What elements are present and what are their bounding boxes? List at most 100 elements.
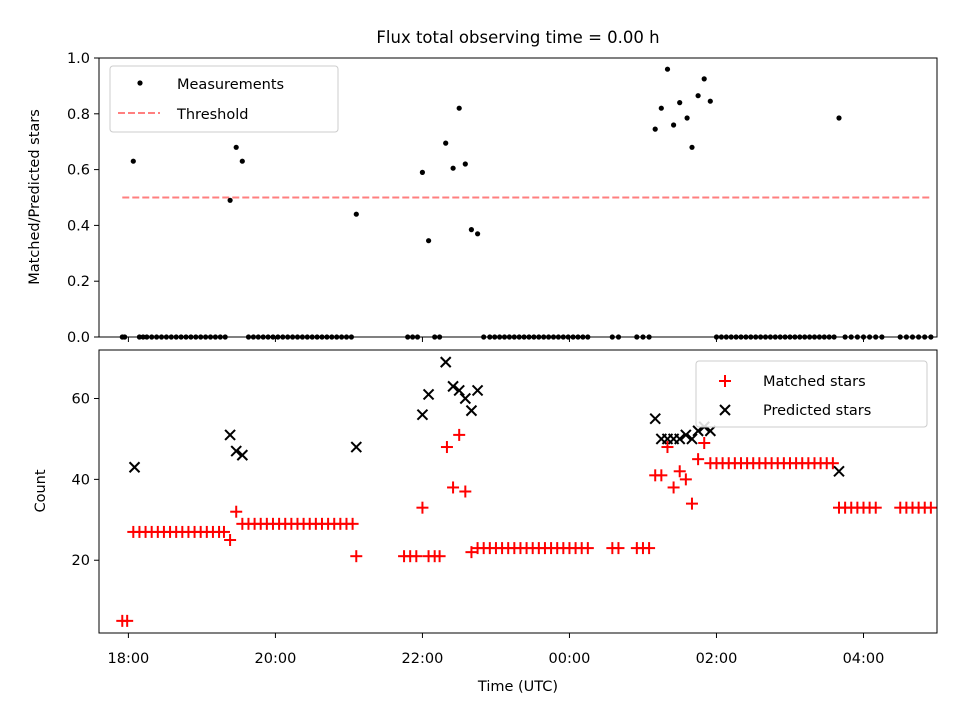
predicted-point: [447, 380, 459, 393]
measurement-point: [130, 158, 136, 164]
top-legend: Measurements Threshold: [109, 65, 339, 133]
matched-point: [416, 501, 429, 514]
matched-point: [673, 465, 686, 478]
measurement-point: [233, 144, 239, 150]
top-y-tick-label: 0.8: [67, 107, 90, 123]
top-y-tick-label: 1.0: [67, 51, 90, 67]
matched-point: [453, 428, 466, 441]
top-legend-box: [109, 65, 339, 133]
measurement-point: [689, 144, 695, 150]
top-y-tick-label: 0.4: [67, 218, 90, 234]
measurement-point: [695, 93, 701, 99]
predicted-point: [440, 356, 452, 368]
predicted-point: [224, 429, 236, 441]
matched-point: [612, 542, 625, 555]
top-y-tick-label: 0.6: [67, 163, 90, 179]
x-tick-label: 00:00: [549, 651, 591, 667]
measurement-point: [353, 211, 359, 217]
predicted-point: [128, 461, 141, 473]
matched-point: [661, 441, 674, 454]
predicted-point: [422, 388, 435, 401]
matched-point: [869, 501, 882, 514]
bottom-y-tick-label: 40: [72, 472, 90, 488]
measurement-point: [658, 105, 664, 111]
x-tick-label: 20:00: [255, 651, 297, 667]
matched-point: [581, 542, 594, 555]
matched-point: [924, 501, 937, 514]
matched-point: [346, 517, 359, 530]
measurement-point: [239, 158, 245, 164]
matched-point: [655, 469, 668, 482]
measurement-point: [419, 169, 425, 175]
predicted-point: [686, 433, 698, 445]
predicted-point: [230, 445, 242, 457]
predicted-point: [236, 449, 249, 461]
bottom-legend-box: [695, 360, 928, 428]
predicted-point: [459, 392, 472, 405]
measurement-point: [701, 76, 707, 82]
bottom-plot-area: [116, 356, 937, 627]
matched-point: [465, 546, 478, 559]
predicted-point: [649, 413, 661, 425]
bottom-legend: Matched stars Predicted stars: [695, 360, 928, 428]
x-tick-label: 04:00: [843, 651, 885, 667]
legend-predicted-label: Predicted stars: [763, 403, 871, 419]
legend-predicted-marker: [719, 404, 731, 416]
bottom-x-axis-label: Time (UTC): [477, 679, 558, 695]
x-tick-label: 22:00: [402, 651, 444, 667]
matched-point: [667, 481, 680, 494]
legend-matched-marker: [719, 375, 731, 387]
matched-point: [440, 441, 453, 454]
top-y-tick-label: 0.2: [67, 274, 90, 290]
top-chart-title: Flux total observing time = 0.00 h: [376, 28, 659, 47]
measurement-point: [707, 98, 713, 104]
predicted-point: [471, 384, 484, 397]
bottom-y-tick-label: 60: [72, 392, 90, 408]
measurement-point: [677, 100, 683, 106]
predicted-point: [680, 429, 692, 441]
measurement-point: [456, 105, 462, 111]
matched-point: [685, 497, 698, 510]
matched-point: [698, 436, 711, 449]
predicted-point: [416, 408, 429, 421]
matched-point: [447, 481, 460, 494]
matched-point: [692, 453, 705, 466]
measurement-point: [227, 197, 233, 203]
matched-point: [433, 550, 446, 563]
matched-point: [217, 525, 230, 538]
bottom-axes-frame: [98, 349, 938, 634]
measurement-point: [450, 165, 456, 171]
predicted-point: [704, 425, 717, 437]
legend-measurements-label: Measurements: [177, 77, 284, 93]
predicted-point: [453, 384, 465, 397]
x-tick-label: 18:00: [108, 651, 150, 667]
matched-point: [459, 485, 472, 498]
legend-matched-label: Matched stars: [763, 374, 866, 390]
legend-measurements-marker: [137, 80, 143, 86]
predicted-point: [692, 425, 704, 437]
predicted-point: [674, 433, 686, 445]
measurement-point: [426, 238, 432, 244]
matched-point: [224, 534, 237, 547]
measurement-point: [671, 122, 677, 128]
measurement-point: [664, 66, 671, 72]
bottom-y-tick-label: 20: [72, 553, 90, 569]
measurement-point: [475, 231, 481, 237]
matched-point: [410, 550, 423, 563]
predicted-point: [833, 465, 845, 477]
matched-point: [350, 550, 363, 563]
top-axes-frame: [98, 57, 938, 338]
predicted-point: [350, 441, 362, 453]
measurement-point: [684, 115, 690, 121]
measurement-point: [468, 227, 474, 233]
matched-point: [679, 473, 692, 486]
top-y-axis-label: Matched/Predicted stars: [27, 109, 43, 285]
matched-point: [826, 457, 839, 470]
matched-point: [230, 505, 243, 518]
x-tick-label: 02:00: [696, 651, 738, 667]
measurement-point: [836, 115, 842, 121]
measurement-point: [462, 161, 468, 167]
measurement-point: [652, 126, 658, 132]
measurement-point: [443, 140, 449, 146]
